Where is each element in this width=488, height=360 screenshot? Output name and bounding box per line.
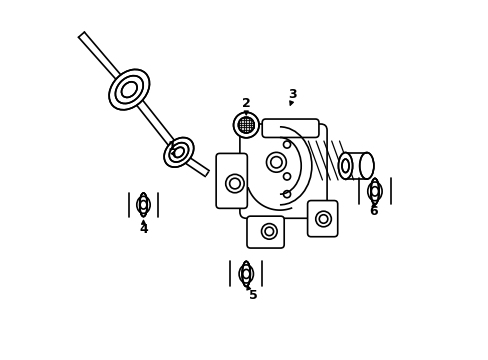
FancyBboxPatch shape [216, 153, 247, 208]
Ellipse shape [341, 159, 348, 172]
Ellipse shape [359, 153, 373, 179]
Ellipse shape [370, 179, 378, 204]
Text: 1: 1 [167, 140, 176, 153]
Text: 6: 6 [369, 206, 377, 219]
Ellipse shape [242, 261, 250, 287]
Ellipse shape [164, 138, 193, 167]
FancyBboxPatch shape [246, 216, 284, 248]
Circle shape [261, 224, 277, 239]
Circle shape [315, 211, 331, 227]
Text: 2: 2 [242, 97, 250, 110]
Ellipse shape [173, 147, 183, 157]
Ellipse shape [169, 143, 188, 162]
Ellipse shape [109, 69, 149, 110]
Circle shape [266, 152, 286, 172]
Circle shape [225, 174, 244, 193]
FancyBboxPatch shape [240, 124, 326, 218]
Ellipse shape [242, 261, 250, 287]
Text: 3: 3 [287, 89, 296, 102]
Circle shape [233, 112, 259, 138]
FancyBboxPatch shape [307, 201, 337, 237]
FancyBboxPatch shape [262, 119, 318, 138]
Text: 5: 5 [248, 289, 257, 302]
Ellipse shape [140, 193, 147, 216]
Ellipse shape [370, 179, 378, 204]
Circle shape [238, 117, 254, 133]
Ellipse shape [140, 193, 147, 216]
Text: 4: 4 [139, 223, 147, 236]
Ellipse shape [115, 76, 143, 104]
Ellipse shape [121, 82, 137, 98]
Ellipse shape [338, 153, 352, 179]
